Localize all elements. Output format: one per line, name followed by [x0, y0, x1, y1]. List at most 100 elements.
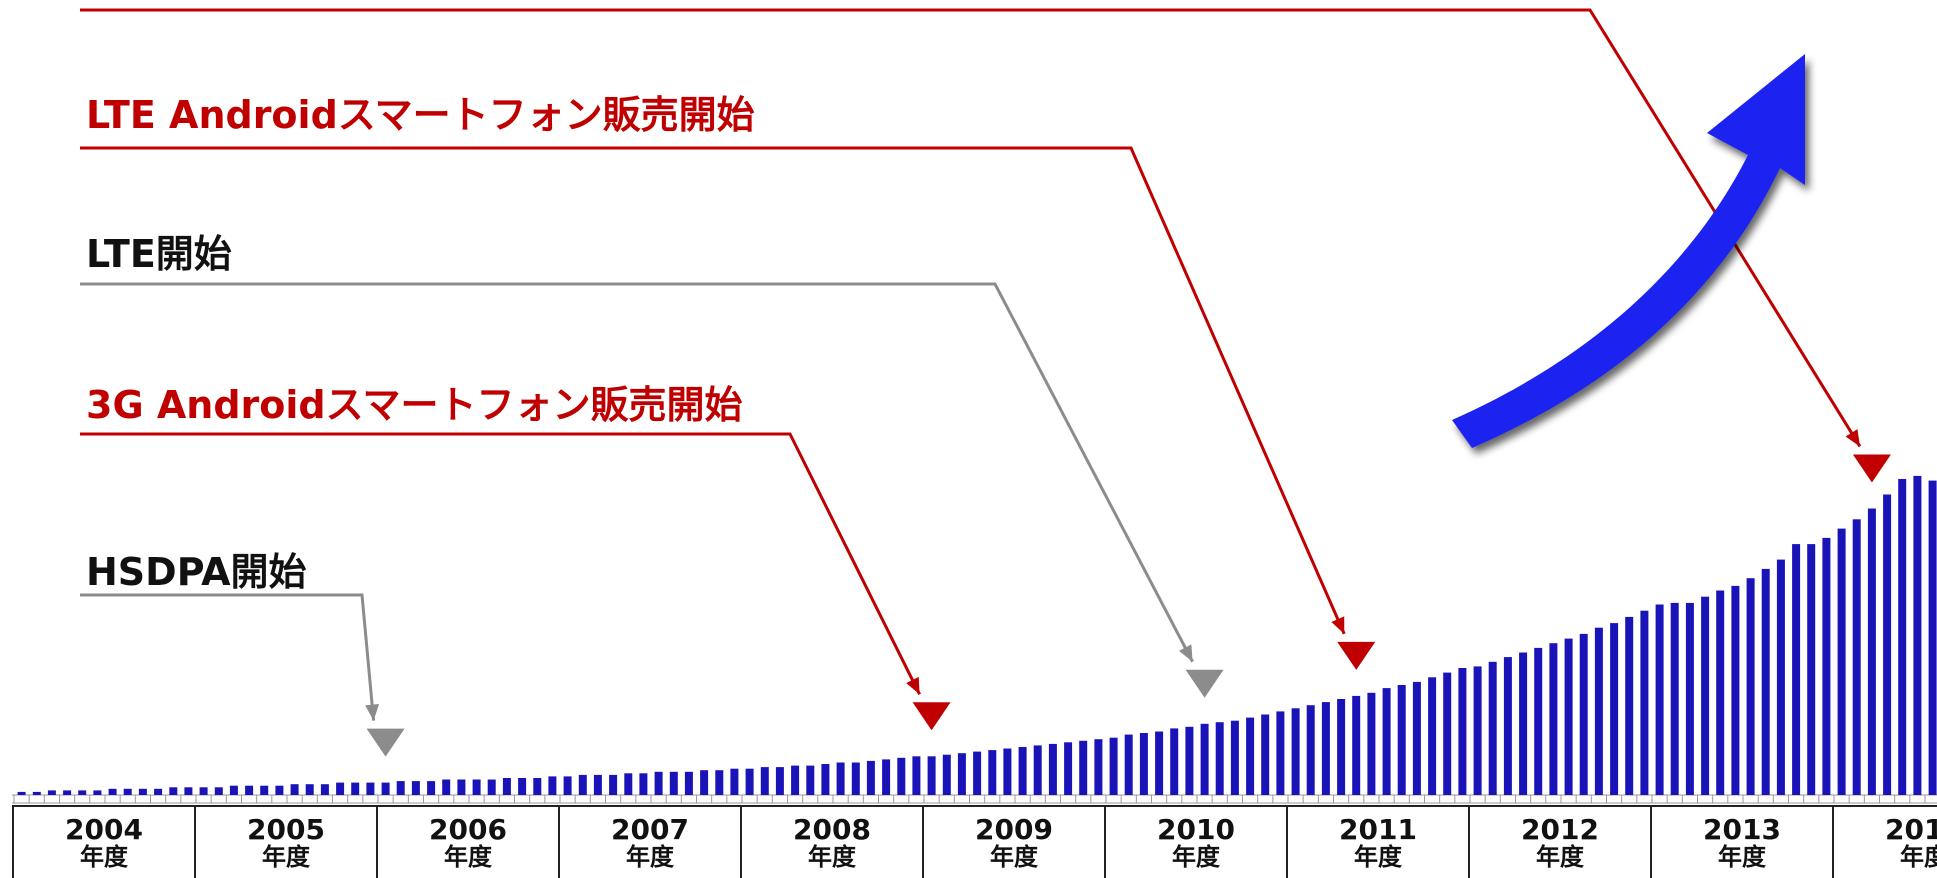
bar	[1564, 638, 1573, 795]
year-label-2014: 2014年度	[1834, 807, 1937, 878]
bar	[1792, 544, 1801, 795]
bar	[1913, 475, 1922, 795]
bar	[1473, 666, 1482, 795]
year-label-2012: 2012 年度	[1470, 807, 1652, 878]
bar	[1594, 627, 1603, 795]
bar	[882, 759, 891, 795]
leader-line-hsdpa	[80, 593, 376, 721]
bar	[1549, 643, 1558, 795]
bar	[305, 784, 314, 795]
bar	[366, 782, 375, 795]
bar	[1003, 748, 1012, 795]
marker-hsdpa-icon	[366, 728, 405, 757]
bar	[108, 788, 117, 795]
bar	[1503, 657, 1512, 795]
bar	[1276, 711, 1285, 795]
bar	[336, 782, 345, 795]
leader-line-lte-android	[80, 146, 1346, 635]
bar	[214, 787, 223, 795]
bar	[1701, 596, 1710, 795]
bar	[1139, 733, 1148, 795]
bar	[1837, 528, 1846, 795]
bar	[1155, 731, 1164, 795]
bar	[396, 781, 405, 795]
bar	[927, 756, 936, 795]
annotation-lte: LTE開始	[86, 232, 232, 276]
bar	[806, 765, 815, 795]
bar	[821, 764, 830, 795]
bar	[169, 787, 178, 795]
bar	[1124, 734, 1133, 795]
bar	[1291, 708, 1300, 795]
bar	[32, 791, 41, 795]
year-label-2004: 2004 年度	[14, 807, 196, 878]
bar	[1776, 559, 1785, 795]
bar	[1822, 537, 1831, 795]
annotation-3g-android: 3G Androidスマートフォン販売開始	[86, 383, 743, 427]
bar	[229, 785, 238, 795]
bar	[502, 778, 511, 795]
bar	[1321, 702, 1330, 795]
bar	[442, 779, 451, 795]
bar	[1746, 578, 1755, 795]
bar	[1412, 681, 1421, 795]
leader-arrowhead-icon	[1845, 429, 1860, 447]
leader-line-3g-android	[80, 432, 921, 695]
marker-top-icon	[1852, 454, 1891, 483]
bar	[154, 788, 163, 795]
bar	[1064, 742, 1073, 795]
bar	[1731, 585, 1740, 795]
bar	[1230, 720, 1239, 795]
bar	[351, 782, 360, 795]
bar	[715, 770, 724, 795]
bar	[1352, 695, 1361, 795]
bar	[17, 791, 26, 795]
marker-3g-android-icon	[912, 702, 951, 731]
leader-arrowhead-icon	[1331, 616, 1345, 634]
bar	[1200, 723, 1209, 795]
year-label-2009: 2009 年度	[924, 807, 1106, 878]
bar	[381, 782, 390, 795]
bar	[1625, 616, 1634, 795]
bar	[1337, 699, 1346, 795]
bar	[1018, 747, 1027, 795]
leader-line-lte	[80, 282, 1194, 663]
bar	[472, 779, 481, 795]
bar	[1261, 714, 1270, 795]
bar	[851, 762, 860, 795]
leader-lines	[80, 8, 1862, 721]
growth-arrow-icon	[1452, 54, 1805, 448]
bar	[1640, 610, 1649, 795]
bar	[93, 790, 102, 795]
bar	[912, 756, 921, 795]
bar	[942, 754, 951, 795]
bar	[1443, 672, 1452, 795]
bar	[684, 771, 693, 795]
bar	[457, 779, 466, 795]
bar	[290, 784, 299, 795]
bar	[669, 771, 678, 795]
year-label-2011: 2011 年度	[1288, 807, 1470, 878]
bar	[1246, 717, 1255, 795]
bar	[1519, 652, 1528, 795]
bar	[1428, 677, 1437, 795]
bar	[1655, 604, 1664, 795]
bar	[78, 790, 87, 795]
bar	[1109, 737, 1118, 795]
bar	[275, 785, 284, 795]
bar	[1185, 726, 1194, 795]
bar	[866, 760, 875, 795]
bar	[1048, 743, 1057, 795]
bar	[1215, 722, 1224, 795]
bar	[1488, 661, 1497, 795]
year-label-2013: 2013 年度	[1652, 807, 1834, 878]
bar	[957, 753, 966, 795]
bar	[1670, 602, 1679, 795]
bar	[988, 750, 997, 795]
bar	[548, 776, 557, 795]
bar	[47, 790, 56, 795]
bar	[624, 773, 633, 795]
tick-row	[12, 794, 1937, 804]
